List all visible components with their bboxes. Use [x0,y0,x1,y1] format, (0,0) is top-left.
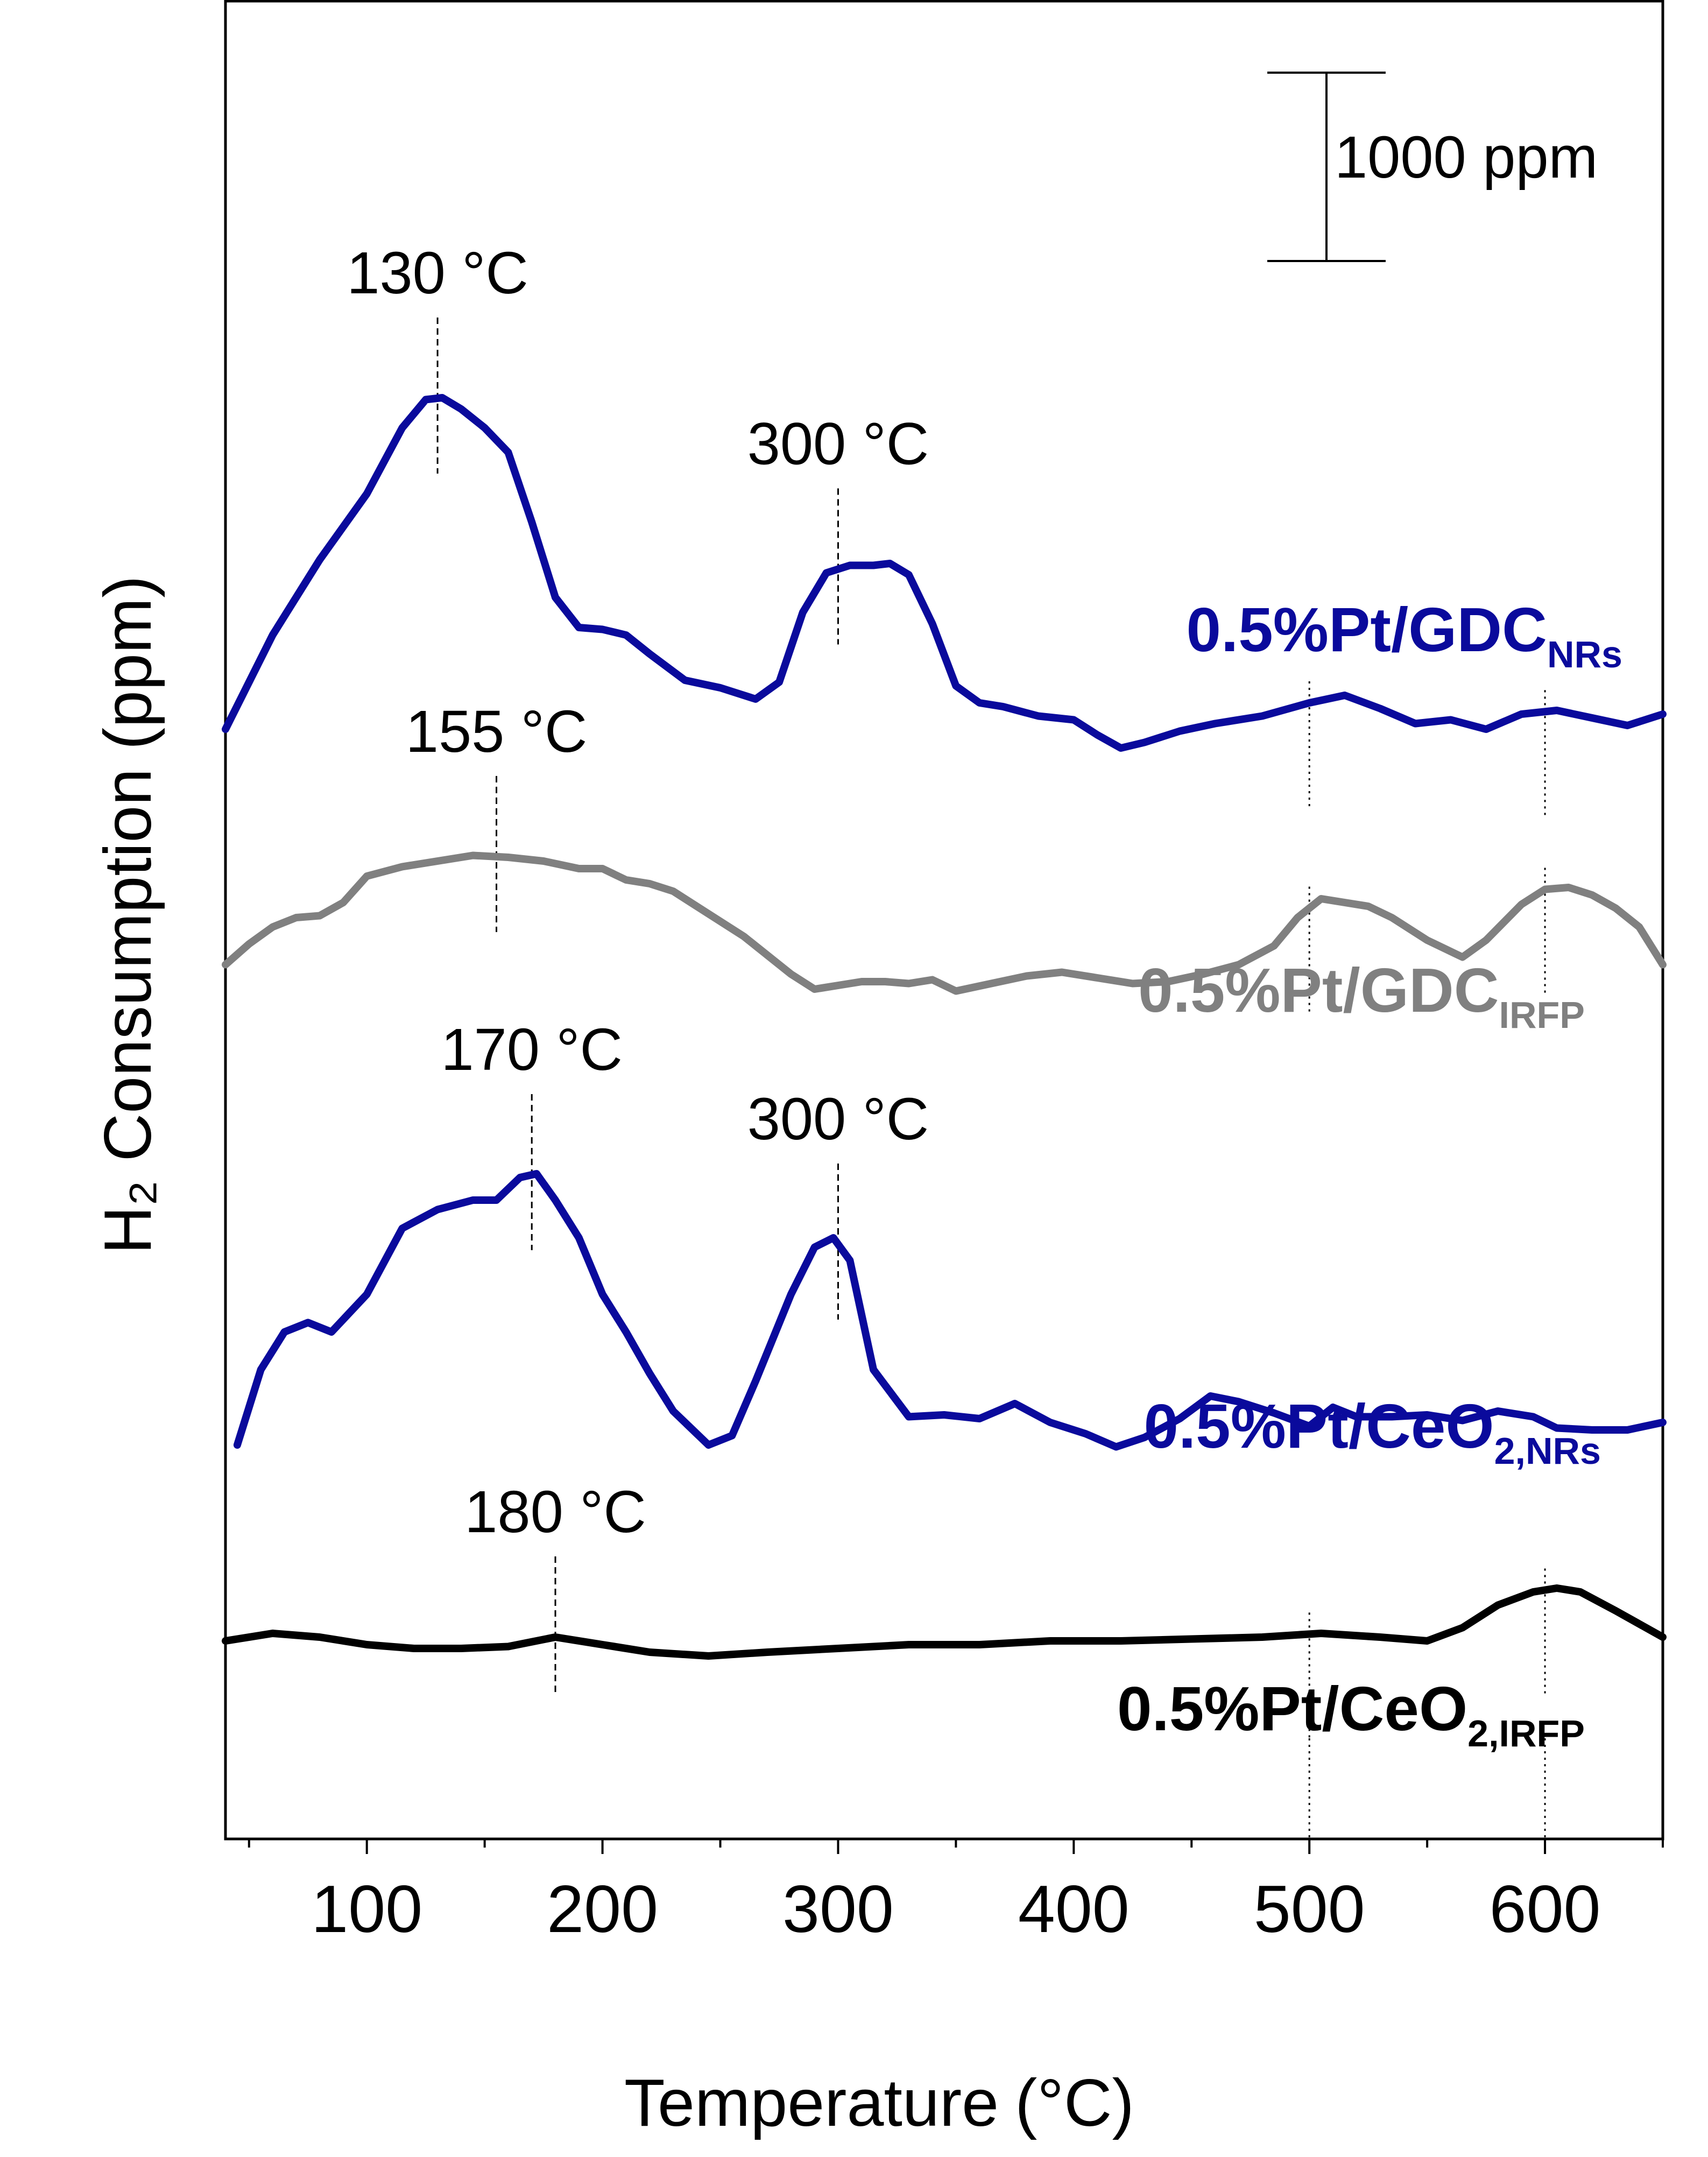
series-label-main: 0.5%Pt/GDC [1187,595,1547,665]
peak-label: 300 °C [747,411,929,477]
series-line-1 [222,851,1667,995]
series-label-main: 0.5%Pt/CeO [1117,1674,1467,1744]
peak-label: 180 °C [464,1479,646,1545]
x-axis-title-unit: (°C) [1015,2066,1134,2140]
peak-label: 130 °C [347,240,528,306]
series-label-2: 0.5%Pt/CeO2,NRs [1144,1391,1601,1472]
y-axis-title: H₂ Consumption (ppm) [91,575,165,1254]
series-line-2 [233,1170,1667,1451]
series-labels: 0.5%Pt/GDCNRs0.5%Pt/GDCIRFP0.5%Pt/CeO2,N… [1117,595,1622,1754]
x-axis-title-text: Temperature [624,2066,999,2140]
reference-lines [1308,681,1546,1839]
x-tick-label: 400 [1018,1872,1130,1947]
x-tick-label: 500 [1254,1872,1365,1947]
x-tick-label: 600 [1490,1872,1601,1947]
x-tick-label: 200 [547,1872,658,1947]
x-axis-ticks: 100 200 300 400 500 600 [248,1839,1664,1947]
series-label-subscript: NRs [1547,633,1622,675]
series-label-main: 0.5%Pt/GDC [1138,955,1499,1025]
peak-label: 155 °C [406,699,588,765]
series-label-main: 0.5%Pt/CeO [1144,1391,1494,1461]
x-tick-label: 100 [311,1872,422,1947]
series-line-3 [222,1584,1667,1660]
peak-label: 300 °C [747,1086,929,1152]
series-label-subscript: 2,IRFP [1467,1712,1585,1754]
series-label-3: 0.5%Pt/CeO2,IRFP [1117,1674,1585,1754]
plot-frame [224,0,1664,1841]
series-label-1: 0.5%Pt/GDCIRFP [1138,955,1585,1036]
peak-labels: 130 °C 300 °C 155 °C 170 °C 300 °C 180 °C [347,240,929,1545]
series-label-0: 0.5%Pt/GDCNRs [1187,595,1622,675]
series-label-subscript: 2,NRs [1494,1430,1601,1472]
x-axis-title: Temperature (°C) [624,2066,1134,2140]
series-label-subscript: IRFP [1499,994,1585,1036]
scale-bar-label: 1000 ppm [1335,124,1598,191]
peak-label: 170 °C [441,1017,623,1083]
series-group [222,394,1667,1660]
x-tick-label: 300 [782,1872,894,1947]
scale-bar: 1000 ppm [1267,72,1598,262]
series-line-0 [222,394,1667,752]
